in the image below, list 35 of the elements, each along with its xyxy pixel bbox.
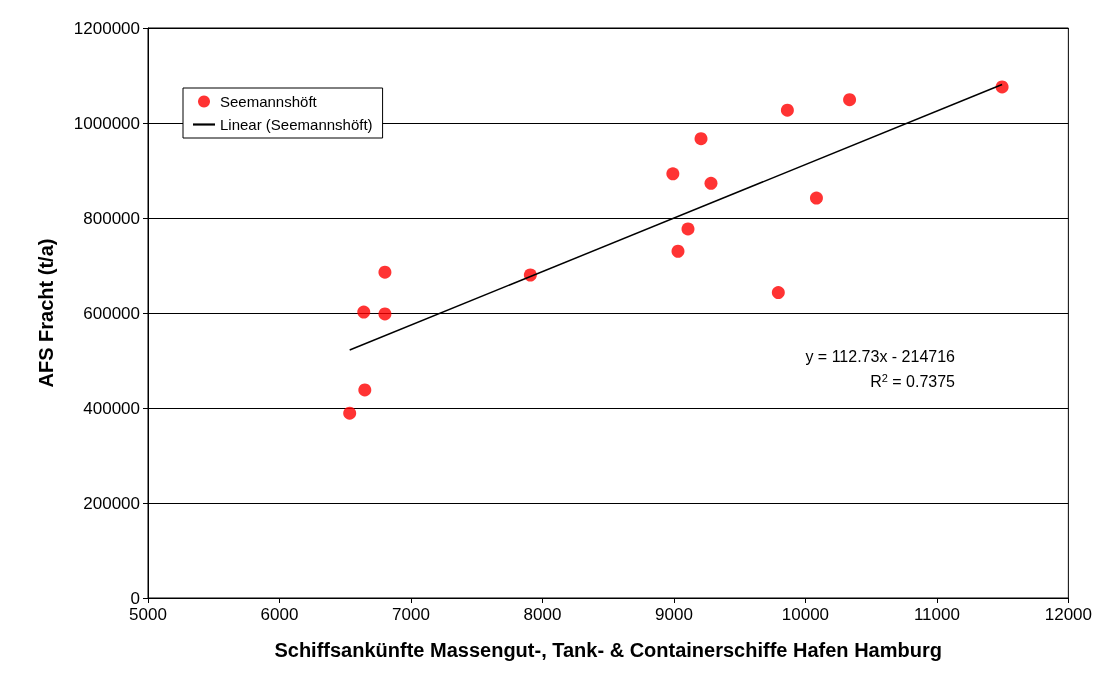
y-tick-label: 0 [130,588,140,608]
x-tick-label: 10000 [781,605,830,624]
point [809,191,823,205]
x-tick-label: 6000 [260,605,299,624]
point [666,167,680,181]
point [378,307,392,321]
x-tick-label: 9000 [655,605,693,624]
y-axis-title: AFS Fracht (t/a) [35,238,57,388]
point [995,80,1009,94]
x-tick-label: 11000 [913,605,960,624]
point [843,93,857,107]
point [694,132,708,146]
point [357,305,371,319]
x-tick-label: 7000 [392,605,430,624]
point [771,286,785,300]
x-tick-label: 8000 [523,605,562,624]
point [358,383,372,397]
legend-label: Seemannshöft [220,93,318,110]
point [378,265,392,279]
point [343,406,357,420]
point [671,244,685,258]
legend-label: Linear (Seemannshöft) [220,116,373,133]
x-tick-label: 5000 [129,605,167,624]
x-tick-label: 12000 [1044,605,1092,624]
y-tick-label: 800000 [83,208,140,228]
y-tick-label: 400000 [83,398,140,418]
y-tick-label: 600000 [83,303,140,323]
x-axis-title: Schiffsankünfte Massengut-, Tank- & Containerschiffe Hafen Hamburg [274,639,942,661]
point [780,103,794,117]
y-tick-label: 1000000 [73,113,140,133]
annotation: y = 112.73x - 214716 [805,347,956,365]
y-tick-label: 1200000 [73,18,140,38]
y-tick-label: 200000 [83,493,140,513]
point [704,176,718,190]
point [681,222,695,236]
